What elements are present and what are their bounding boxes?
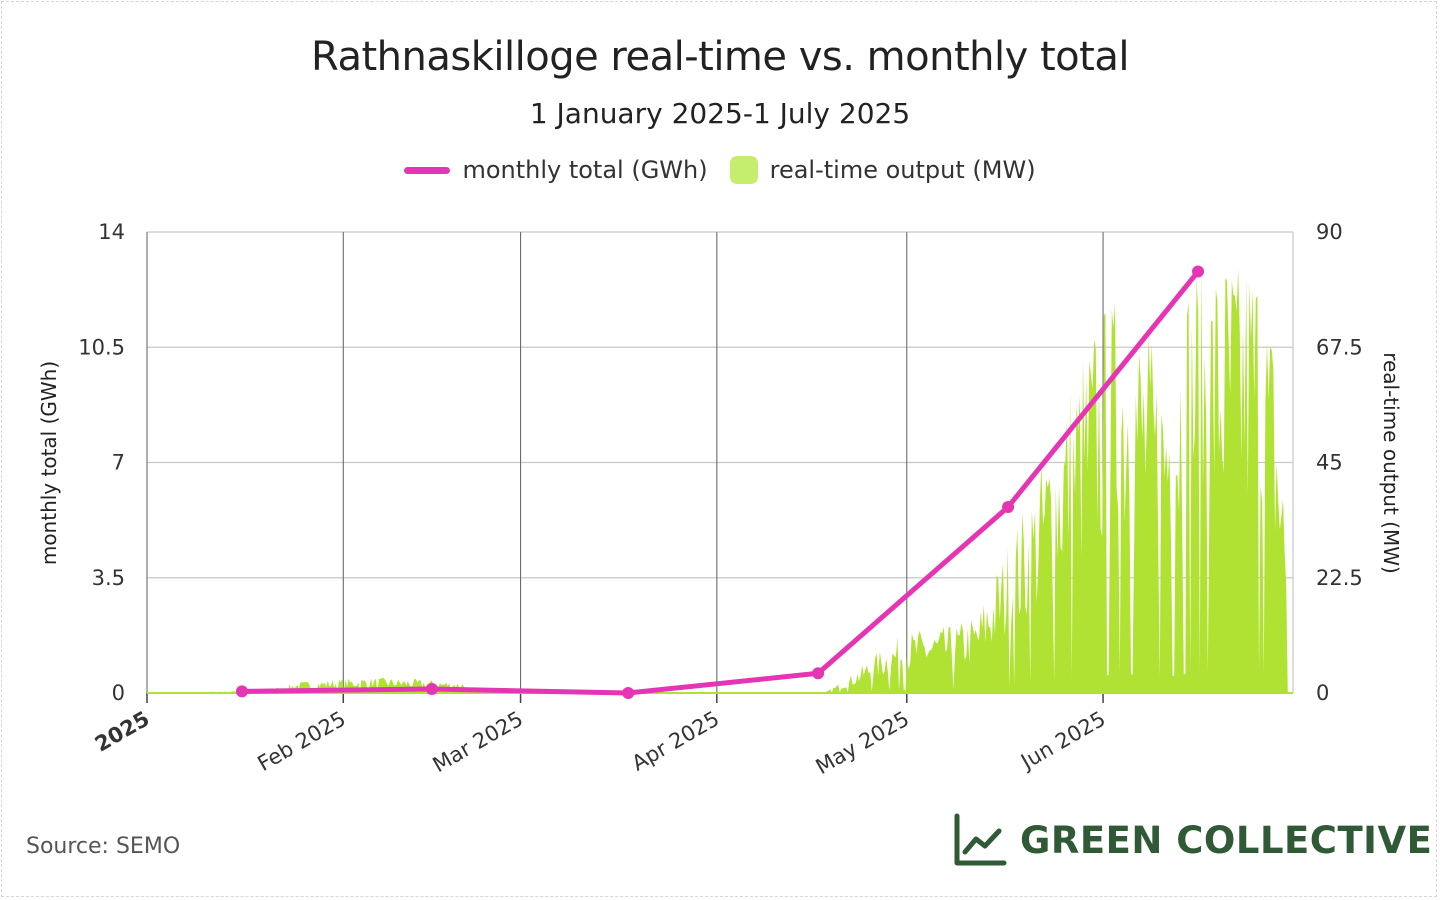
brand-name: GREEN COLLECTIVE xyxy=(1020,818,1433,862)
legend: monthly total (GWh) real-time output (MW… xyxy=(0,156,1440,184)
y-right-ticks: 0 22.5 45 67.5 90 xyxy=(1316,220,1363,705)
monthly-total-point xyxy=(1002,500,1015,513)
y-right-tick-label: 67.5 xyxy=(1316,335,1363,359)
monthly-total-point xyxy=(622,687,635,699)
legend-item-monthly-total[interactable]: monthly total (GWh) xyxy=(404,156,708,184)
monthly-total-line xyxy=(239,269,1201,696)
x-tick-label: Apr 2025 xyxy=(628,707,724,776)
monthly-total-point xyxy=(425,683,438,696)
y-right-tick-label: 22.5 xyxy=(1316,566,1363,590)
area-layer xyxy=(147,268,1293,694)
y-left-tick-label: 7 xyxy=(112,451,125,475)
legend-label-real-time-output: real-time output (MW) xyxy=(769,156,1036,184)
x-ticks: 2025 Feb 2025 Mar 2025 Apr 2025 May 2025 Jun … xyxy=(91,707,1110,780)
chart-subtitle: 1 January 2025-1 July 2025 xyxy=(529,97,911,130)
x-tick-label: 2025 xyxy=(91,707,154,757)
y-left-tick-label: 3.5 xyxy=(92,566,125,590)
y-left-tick-label: 0 xyxy=(112,681,125,705)
legend-area-swatch xyxy=(729,156,758,184)
x-tick-label: May 2025 xyxy=(812,707,914,780)
y-right-tick-label: 45 xyxy=(1316,451,1343,475)
y-right-tick-label: 0 xyxy=(1316,681,1329,705)
real-time-output-area xyxy=(147,268,1293,693)
chart-title: Rathnaskilloge real-time vs. monthly tot… xyxy=(311,34,1129,80)
x-tick-label: Mar 2025 xyxy=(429,707,527,778)
monthly-total-point xyxy=(812,667,825,680)
y-left-tick-label: 14 xyxy=(98,220,125,244)
x-tick-label: Feb 2025 xyxy=(254,707,350,776)
y-right-axis-title: real-time output (MW) xyxy=(1379,352,1403,574)
line-layer xyxy=(235,265,1205,699)
monthly-total-point xyxy=(235,685,248,698)
chart-trend-icon xyxy=(954,813,1007,866)
y-left-ticks: 0 3.5 7 10.5 14 xyxy=(78,220,125,705)
monthly-total-point xyxy=(1192,265,1205,278)
y-left-axis-title: monthly total (GWh) xyxy=(37,361,61,565)
legend-line-swatch xyxy=(404,166,451,174)
x-tick-label: Jun 2025 xyxy=(1015,707,1109,775)
y-right-tick-label: 90 xyxy=(1316,220,1343,244)
y-left-tick-label: 10.5 xyxy=(78,335,125,359)
legend-item-real-time-output[interactable]: real-time output (MW) xyxy=(729,156,1036,184)
brand-logo[interactable]: GREEN COLLECTIVE xyxy=(952,812,1432,868)
source-note: Source: SEMO xyxy=(26,834,181,859)
legend-label-monthly-total: monthly total (GWh) xyxy=(462,156,708,184)
